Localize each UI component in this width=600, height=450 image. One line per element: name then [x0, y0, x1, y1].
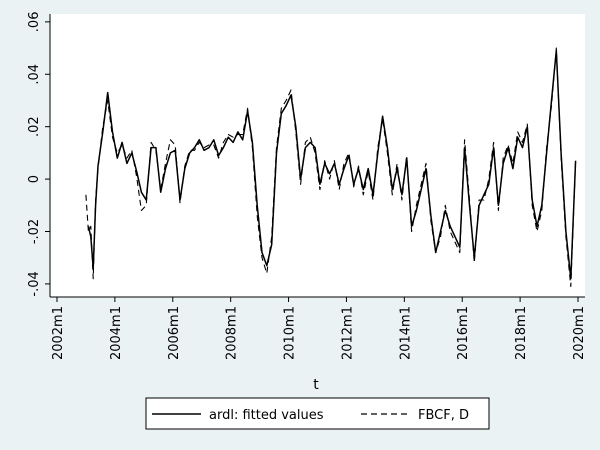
legend-label-fbcf: FBCF, D — [418, 408, 469, 423]
x-tick-label: 2020m1 — [572, 306, 587, 360]
y-tick-label: -.04 — [27, 271, 42, 296]
x-axis-ticks: 2002m1 2004m1 2006m1 2008m1 2010m1 2012m1 2014… — [51, 297, 587, 360]
x-tick-label: 2012m1 — [340, 306, 355, 360]
y-tick-label: .04 — [27, 64, 42, 85]
y-tick-label: .06 — [27, 12, 42, 33]
x-axis-title: t — [313, 377, 319, 393]
x-tick-label: 2008m1 — [225, 306, 240, 360]
x-tick-label: 2010m1 — [283, 306, 298, 360]
x-tick-label: 2006m1 — [167, 306, 182, 360]
x-tick-label: 2002m1 — [51, 306, 66, 360]
plot-area — [50, 14, 585, 297]
x-tick-label: 2004m1 — [109, 306, 124, 360]
plot-lines — [85, 47, 577, 288]
y-tick-label: .02 — [27, 116, 42, 137]
x-tick-label: 2014m1 — [398, 306, 413, 360]
series-line-fbcf — [85, 47, 577, 288]
legend-label-fitted: ardl: fitted values — [209, 408, 324, 423]
y-tick-label: 0 — [27, 175, 42, 183]
y-tick-label: -.02 — [27, 219, 42, 244]
legend-box — [145, 397, 490, 430]
x-tick-label: 2016m1 — [456, 306, 471, 360]
legend: ardl: fitted values FBCF, D — [145, 397, 490, 430]
x-tick-label: 2018m1 — [514, 306, 529, 360]
y-axis-ticks: -.04 -.02 0 .02 .04 .06 — [27, 12, 50, 297]
